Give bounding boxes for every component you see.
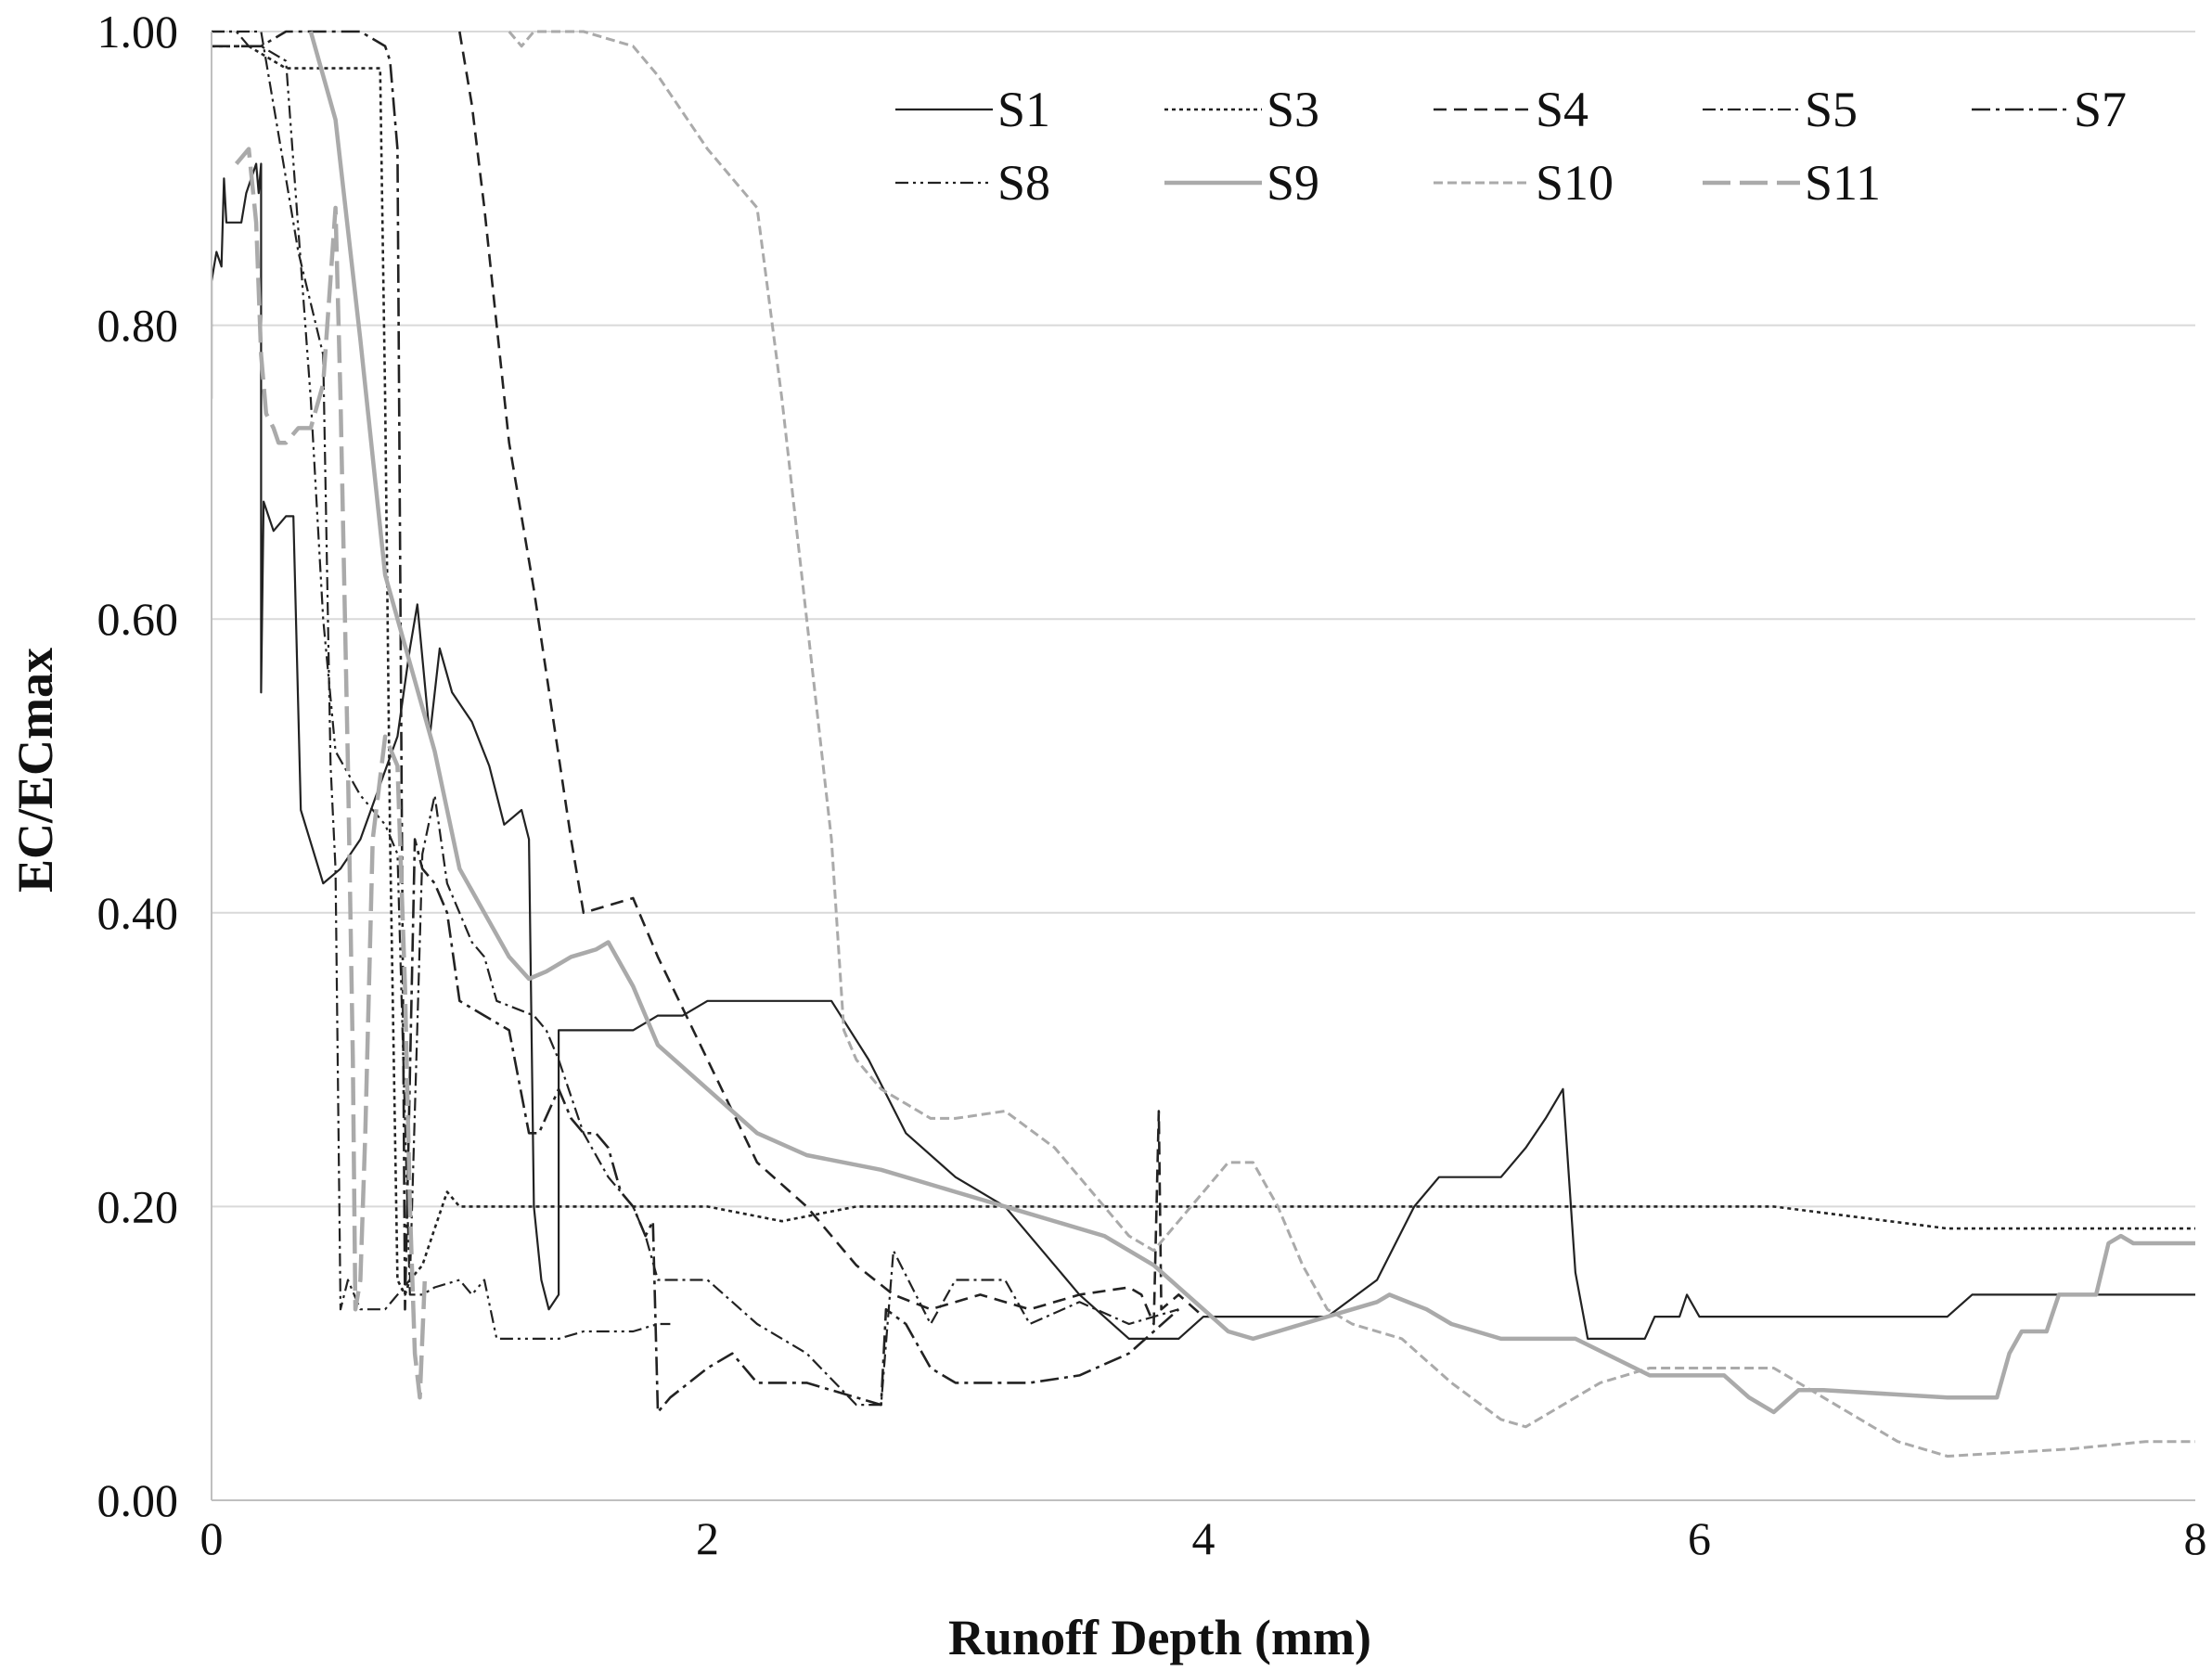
legend-label: S7 — [2074, 82, 2127, 137]
y-tick-label: 0.20 — [97, 1180, 179, 1232]
y-tick-label: 0.00 — [97, 1474, 179, 1526]
legend-item-s9: S9 — [1164, 155, 1319, 211]
legend-label: S11 — [1805, 155, 1881, 211]
x-axis-title: Runoff Depth (mm) — [948, 1610, 1371, 1665]
series-line-s4 — [458, 31, 1204, 1326]
legend-item-s4: S4 — [1434, 82, 1588, 137]
legend-item-s5: S5 — [1703, 82, 1858, 137]
y-axis-title: EC/ECmax — [7, 648, 63, 893]
series-line-s9 — [308, 31, 2195, 1415]
y-tick-label: 0.40 — [97, 887, 179, 939]
legend-label: S4 — [1536, 82, 1588, 137]
legend-label: S8 — [997, 155, 1050, 211]
y-tick-label: 0.80 — [97, 300, 179, 352]
legend-item-s1: S1 — [895, 82, 1050, 137]
x-tick-label: 4 — [1192, 1512, 1215, 1564]
legend: S1 S3 S4 S5 S7 S8 S9 S10 S11 — [895, 82, 2127, 211]
legend-item-s11: S11 — [1703, 155, 1881, 211]
series-layer — [212, 30, 2195, 1458]
y-tick-label: 0.60 — [97, 593, 179, 645]
legend-item-s8: S8 — [895, 155, 1050, 211]
x-tick-label: 0 — [200, 1512, 224, 1564]
legend-label: S3 — [1267, 82, 1319, 137]
legend-item-s3: S3 — [1164, 82, 1319, 137]
x-tick-label: 2 — [696, 1512, 719, 1564]
series-line-s1 — [212, 162, 2195, 1341]
series-line-s5 — [212, 30, 1179, 1407]
axes-layer: 0.00 0.20 0.40 0.60 0.80 1.00 0 2 4 6 8 — [97, 6, 2207, 1564]
x-tick-label: 8 — [2184, 1512, 2207, 1564]
series-line-s7 — [212, 30, 1180, 1414]
legend-label: S10 — [1536, 155, 1614, 211]
y-tick-label: 1.00 — [97, 6, 179, 58]
legend-label: S9 — [1267, 155, 1319, 211]
series-line-s11 — [234, 147, 428, 1400]
legend-label: S1 — [997, 82, 1050, 137]
legend-item-s7: S7 — [1972, 82, 2127, 137]
x-tick-label: 6 — [1688, 1512, 1711, 1564]
series-line-s10 — [508, 30, 2195, 1458]
legend-label: S5 — [1805, 82, 1858, 137]
gridlines — [212, 31, 2195, 1208]
legend-item-s10: S10 — [1434, 155, 1614, 211]
